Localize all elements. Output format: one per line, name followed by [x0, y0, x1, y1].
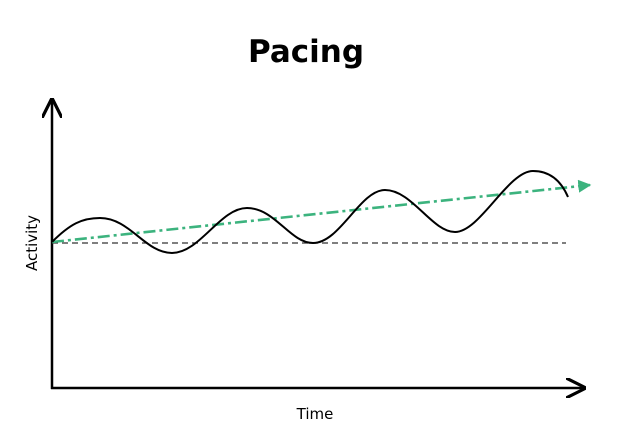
activity-curve: [51, 169, 569, 255]
trend-arrow: [51, 179, 592, 244]
x-axis-label: Time: [296, 405, 334, 423]
diagram-title: Pacing: [247, 34, 365, 70]
